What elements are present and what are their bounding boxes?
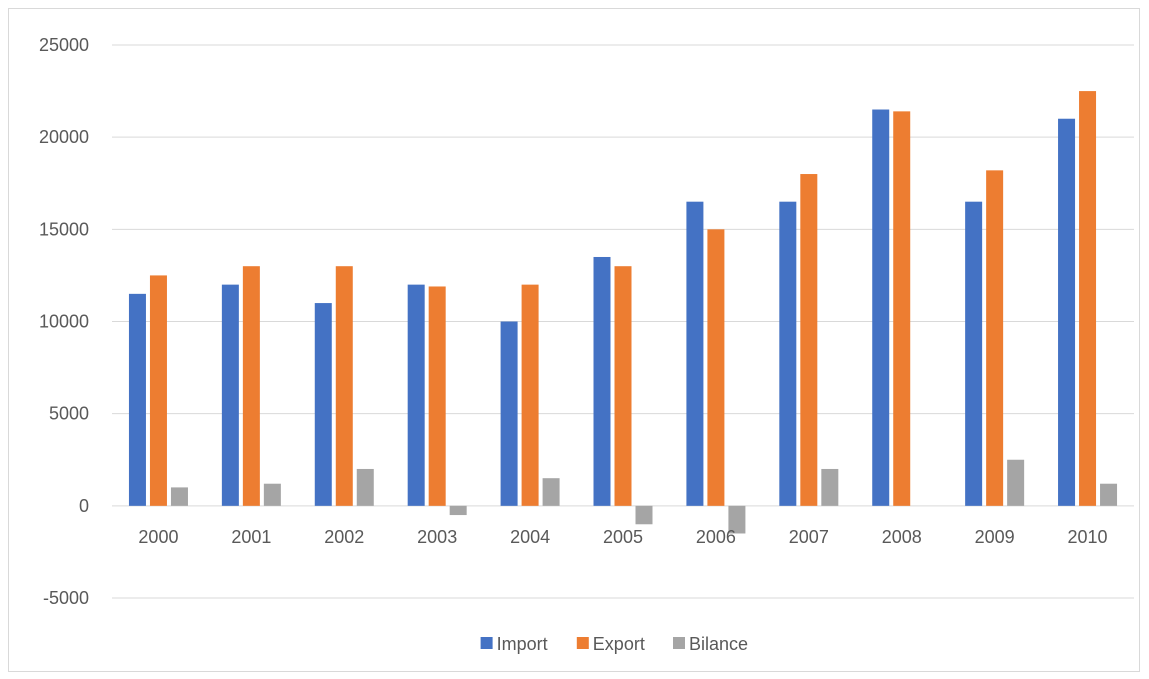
x-tick-label: 2004	[510, 527, 550, 547]
legend: Import Export Bilance	[480, 634, 748, 654]
y-tick-label: -5000	[43, 588, 89, 608]
y-tick-label: 0	[79, 496, 89, 516]
x-tick-label: 2003	[417, 527, 457, 547]
x-tick-label: 2001	[231, 527, 271, 547]
bar-import-2010	[1058, 118, 1076, 506]
bar-bilance-2010	[1100, 483, 1118, 506]
bar-import-2003	[407, 284, 425, 506]
bar-bilance-2003	[449, 505, 467, 516]
y-axis-ticks: 25000 20000 15000 10000 5000 0 -5000	[39, 35, 89, 608]
x-axis-ticks: 2000 2001 2002 2003 2004 2005 2006 2007 2008 2009…	[138, 527, 1107, 547]
bar-export-2010	[1079, 91, 1097, 506]
y-tick-label: 20000	[39, 127, 89, 147]
chart-area: 25000 20000 15000 10000 5000 0 -5000 2000 2001 2…	[8, 8, 1140, 672]
bar-import-2004	[500, 321, 518, 506]
legend-label-export: Export	[593, 634, 645, 654]
bar-import-2001	[221, 284, 239, 506]
x-tick-label: 2008	[882, 527, 922, 547]
bar-export-2003	[428, 286, 446, 506]
bar-bilance-2007	[821, 468, 839, 506]
bar-bilance-2005	[635, 505, 653, 525]
bar-export-2001	[242, 266, 260, 506]
bar-import-2008	[872, 109, 890, 506]
bar-import-2006	[686, 201, 704, 506]
bar-bilance-2000	[170, 487, 188, 506]
bar-export-2000	[149, 275, 167, 506]
bar-export-2007	[800, 174, 818, 506]
x-tick-label: 2010	[1068, 527, 1108, 547]
x-tick-label: 2007	[789, 527, 829, 547]
bar-bilance-2009	[1007, 459, 1025, 506]
legend-label-import: Import	[497, 634, 548, 654]
bar-import-2000	[128, 293, 146, 506]
bar-bilance-2002	[356, 468, 374, 506]
x-tick-label: 2006	[696, 527, 736, 547]
bar-export-2005	[614, 266, 632, 506]
y-tick-label: 15000	[39, 219, 89, 239]
x-tick-label: 2002	[324, 527, 364, 547]
legend-swatch-import	[480, 637, 493, 649]
bar-import-2002	[314, 303, 332, 506]
legend-swatch-bilance	[673, 637, 685, 649]
y-tick-label: 25000	[39, 35, 89, 55]
bar-export-2002	[335, 266, 353, 506]
x-tick-label: 2000	[138, 527, 178, 547]
bars	[128, 91, 1118, 534]
legend-swatch-export	[576, 637, 589, 649]
legend-label-bilance: Bilance	[689, 634, 748, 654]
bar-bilance-2001	[263, 483, 281, 506]
bar-import-2009	[965, 201, 983, 506]
bar-bilance-2006	[728, 505, 746, 534]
bar-import-2005	[593, 256, 611, 506]
x-tick-label: 2005	[603, 527, 643, 547]
bar-export-2008	[893, 111, 911, 506]
bar-export-2004	[521, 284, 539, 506]
y-tick-label: 5000	[49, 404, 89, 424]
bar-export-2006	[707, 229, 725, 506]
y-tick-label: 10000	[39, 312, 89, 332]
bar-import-2007	[779, 201, 797, 506]
x-tick-label: 2009	[975, 527, 1015, 547]
bar-export-2009	[986, 170, 1004, 506]
bar-bilance-2004	[542, 478, 560, 506]
